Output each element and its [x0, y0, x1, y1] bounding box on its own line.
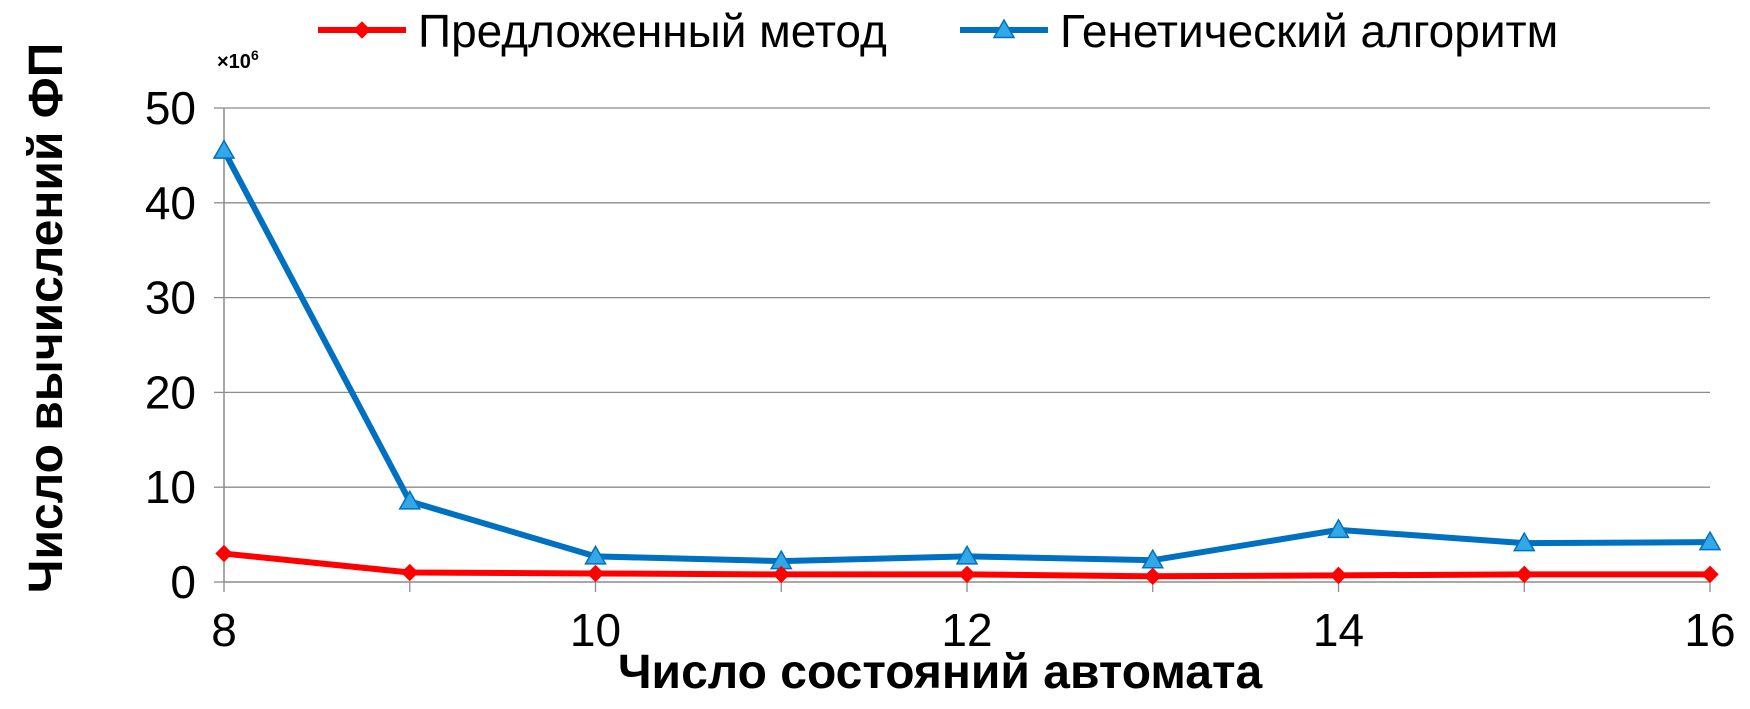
y-multiplier-base: ×10: [217, 51, 251, 73]
x-tick-label-8: 8: [211, 604, 237, 656]
legend-label-proposed: Предложенный метод: [418, 5, 887, 57]
point-genetic-14: [1327, 518, 1350, 539]
point-proposed-13: [1144, 567, 1162, 586]
point-proposed-14: [1329, 566, 1348, 585]
y-axis-title: Число вычислений ФП: [20, 43, 73, 593]
point-proposed-10: [586, 564, 605, 583]
y-multiplier: ×106: [217, 47, 259, 73]
tick-labels: 0 10 20 30 40 50 8 10 12 14 16: [145, 82, 1736, 656]
point-proposed-12: [958, 565, 976, 584]
y-multiplier-exponent: 6: [251, 47, 259, 63]
point-genetic-12: [955, 544, 979, 565]
point-genetic-9: [398, 489, 422, 510]
legend: Предложенный метод Генетический алгоритм: [318, 5, 1558, 57]
legend-label-genetic: Генетический алгоритм: [1060, 5, 1558, 57]
legend-marker-proposed: [353, 21, 371, 39]
point-proposed-16: [1701, 565, 1719, 584]
y-tick-label-40: 40: [145, 177, 196, 229]
point-genetic-10: [584, 544, 607, 565]
y-tick-label-10: 10: [145, 461, 196, 513]
x-axis-title: Число состояний автомата: [618, 646, 1263, 699]
y-tick-label-20: 20: [145, 366, 196, 418]
x-tick-label-12: 12: [941, 604, 992, 656]
x-tick-label-16: 16: [1684, 604, 1735, 656]
point-genetic-16: [1698, 530, 1722, 551]
legend-marker-genetic: [992, 18, 1016, 39]
point-proposed-11: [772, 565, 790, 584]
y-tick-label-30: 30: [145, 272, 196, 324]
series-line-genetic: [221, 149, 1711, 565]
y-tick-label-50: 50: [145, 82, 196, 134]
point-proposed-15: [1515, 565, 1533, 584]
series-lines: [212, 139, 1722, 586]
point-genetic-15: [1512, 531, 1536, 552]
point-proposed-9: [401, 563, 419, 582]
point-proposed-8: [215, 544, 233, 563]
gridlines: [224, 107, 1710, 488]
axes: [214, 107, 1711, 592]
y-tick-label-0: 0: [170, 556, 196, 608]
x-tick-label-14: 14: [1313, 604, 1364, 656]
point-genetic-8: [212, 139, 236, 159]
x-tick-label-10: 10: [570, 604, 621, 656]
